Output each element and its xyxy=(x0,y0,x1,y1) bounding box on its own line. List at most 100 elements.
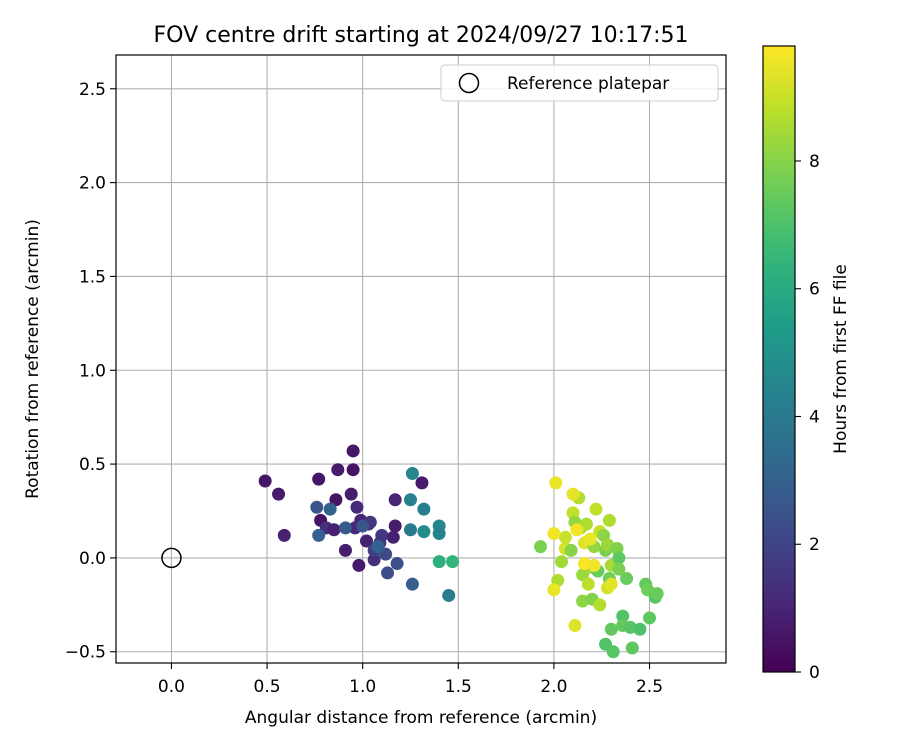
data-point xyxy=(432,555,446,569)
data-point xyxy=(386,530,400,544)
data-point xyxy=(625,641,639,655)
data-point xyxy=(446,555,460,569)
data-point xyxy=(547,527,561,541)
data-point xyxy=(371,540,385,554)
chart-title: FOV centre drift starting at 2024/09/27 … xyxy=(154,23,689,48)
colorbar-tick-label: 0 xyxy=(809,663,820,683)
data-point xyxy=(579,517,593,531)
colorbar-frame xyxy=(762,45,796,673)
y-tick-label: 1.5 xyxy=(79,267,106,287)
data-point xyxy=(534,540,548,554)
data-point xyxy=(352,558,366,572)
data-point xyxy=(350,500,364,514)
data-point xyxy=(570,523,584,537)
data-point xyxy=(566,487,580,501)
colorbar-label: Hours from first FF file xyxy=(831,264,851,454)
data-point xyxy=(620,572,634,586)
legend-box xyxy=(440,64,719,102)
data-point xyxy=(367,553,381,567)
data-points xyxy=(258,444,664,659)
x-tick-label: 0.5 xyxy=(254,677,281,697)
data-point xyxy=(338,521,352,535)
data-point xyxy=(417,525,431,539)
data-point xyxy=(589,502,603,516)
data-point xyxy=(344,487,358,501)
data-point xyxy=(346,444,360,458)
data-point xyxy=(604,622,618,636)
data-point xyxy=(346,463,360,477)
data-point xyxy=(388,493,402,507)
data-point xyxy=(547,583,561,597)
colorbar: 0 2 4 6 8 Hours from first FF file xyxy=(762,45,851,683)
axes-frame xyxy=(115,54,727,664)
data-point xyxy=(604,577,618,591)
data-point xyxy=(403,523,417,537)
colorbar-gradient xyxy=(763,46,795,672)
data-point xyxy=(258,474,272,488)
data-point xyxy=(599,637,613,651)
colorbar-tick-label: 8 xyxy=(809,152,820,172)
data-point xyxy=(331,463,345,477)
data-point xyxy=(381,566,395,580)
data-point xyxy=(310,500,324,514)
data-point xyxy=(612,562,626,576)
x-tick-label: 1.0 xyxy=(349,677,376,697)
data-point xyxy=(312,528,326,542)
data-point xyxy=(581,577,595,591)
y-tick-label: 2.5 xyxy=(79,80,106,100)
y-tick-label: 0.5 xyxy=(79,455,106,475)
data-point xyxy=(593,598,607,612)
data-point xyxy=(432,527,446,541)
y-tick-label: 2.0 xyxy=(79,174,106,194)
data-point xyxy=(360,534,374,548)
data-point xyxy=(568,618,582,632)
data-point xyxy=(323,502,337,516)
data-point xyxy=(558,530,572,544)
legend-marker-reference xyxy=(458,72,480,94)
data-point xyxy=(564,543,578,557)
data-point xyxy=(650,587,664,601)
data-point xyxy=(375,528,389,542)
y-tick-label: 0.0 xyxy=(79,549,106,569)
data-point xyxy=(272,487,286,501)
colorbar-tick-label: 6 xyxy=(809,280,820,300)
data-point xyxy=(612,551,626,565)
data-point xyxy=(587,558,601,572)
grid-lines xyxy=(116,55,726,663)
x-axis-ticks: 0.0 0.5 1.0 1.5 2.0 2.5 xyxy=(158,663,663,697)
x-tick-label: 0.0 xyxy=(158,677,185,697)
x-axis-label: Angular distance from reference (arcmin) xyxy=(245,708,597,728)
data-point xyxy=(405,466,419,480)
data-point xyxy=(555,555,569,569)
data-point xyxy=(442,588,456,602)
data-point xyxy=(405,577,419,591)
data-point xyxy=(583,532,597,546)
reference-platepar-marker xyxy=(161,547,182,569)
data-point xyxy=(602,513,616,527)
data-point xyxy=(633,622,647,636)
x-tick-label: 1.5 xyxy=(445,677,472,697)
data-point xyxy=(549,476,563,490)
colorbar-tick-label: 4 xyxy=(809,407,820,427)
data-point xyxy=(388,519,402,533)
colorbar-ticks: 0 2 4 6 8 xyxy=(795,152,820,683)
data-point xyxy=(643,611,657,625)
y-axis-ticks: −0.5 0.0 0.5 1.0 1.5 2.0 2.5 xyxy=(65,80,116,663)
data-point xyxy=(312,472,326,486)
data-point xyxy=(616,609,630,623)
colorbar-tick-label: 2 xyxy=(809,535,820,555)
data-point xyxy=(277,528,291,542)
y-tick-label: 1.0 xyxy=(79,361,106,381)
x-tick-label: 2.0 xyxy=(540,677,567,697)
x-tick-label: 2.5 xyxy=(636,677,663,697)
data-point xyxy=(415,476,429,490)
data-point xyxy=(403,493,417,507)
reference-marker-layer xyxy=(161,547,182,569)
legend-entry-reference: Reference platepar xyxy=(507,74,669,94)
data-point xyxy=(356,519,370,533)
data-point xyxy=(327,523,341,537)
y-tick-label: −0.5 xyxy=(65,643,106,663)
data-point xyxy=(329,493,343,507)
y-axis-label: Rotation from reference (arcmin) xyxy=(23,219,43,499)
